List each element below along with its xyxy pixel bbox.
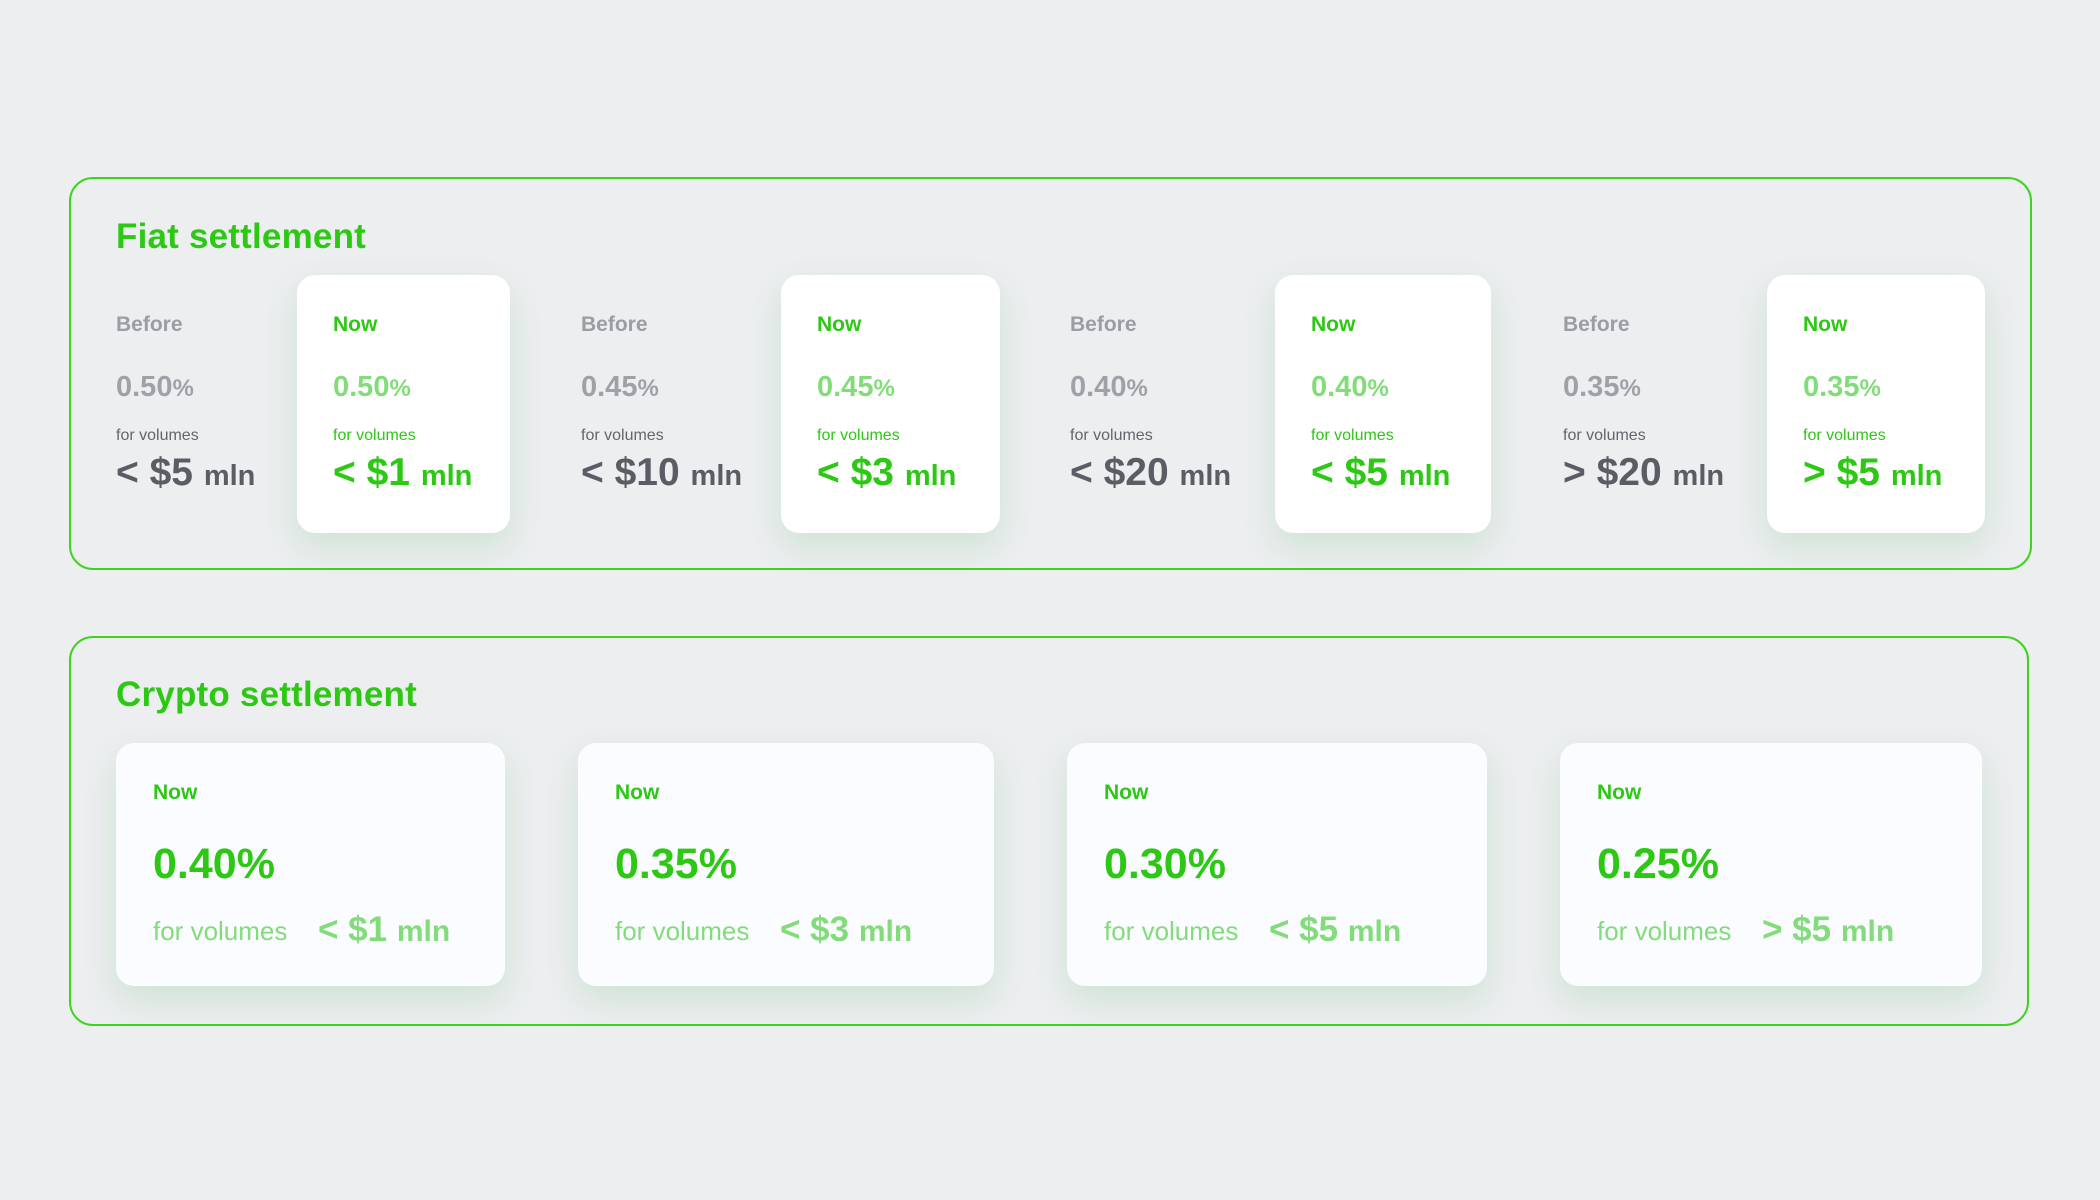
fiat-tier-2-before: Before 0.45% for volumes < $10 mln — [536, 275, 776, 533]
fiat-tier-3-before: Before 0.40% for volumes < $20 mln — [1025, 275, 1265, 533]
for-volumes-label: for volumes — [1104, 916, 1239, 946]
for-volumes-label: for volumes — [1803, 427, 1886, 444]
volume-threshold: > $5 mln — [1762, 910, 1895, 949]
fiat-tier-2-now-card: Now 0.45% for volumes < $3 mln — [781, 275, 1000, 533]
now-rate: 0.30% — [1104, 840, 1226, 888]
before-rate: 0.35% — [1563, 371, 1641, 403]
crypto-tier-4-card: Now 0.25% for volumes > $5 mln — [1560, 743, 1982, 986]
fiat-settlement-panel: Fiat settlement Before 0.50% for volumes… — [69, 177, 2032, 570]
before-volume-threshold: < $10 mln — [581, 451, 743, 494]
now-label: Now — [333, 313, 378, 336]
now-rate: 0.35% — [615, 840, 737, 888]
before-label: Before — [1563, 313, 1630, 336]
volume-threshold: < $1 mln — [318, 910, 451, 949]
now-label: Now — [1597, 781, 1642, 804]
now-rate: 0.25% — [1597, 840, 1719, 888]
before-volume-threshold: < $5 mln — [116, 451, 256, 494]
before-label: Before — [581, 313, 648, 336]
for-volumes-label: for volumes — [1563, 427, 1646, 444]
volume-threshold: < $3 mln — [780, 910, 913, 949]
now-volume-threshold: < $1 mln — [333, 451, 473, 494]
now-volume-threshold: < $5 mln — [1311, 451, 1451, 494]
fiat-settlement-title: Fiat settlement — [116, 217, 366, 256]
volume-threshold: < $5 mln — [1269, 910, 1402, 949]
crypto-tier-2-card: Now 0.35% for volumes < $3 mln — [578, 743, 994, 986]
now-label: Now — [1104, 781, 1149, 804]
crypto-tier-3-card: Now 0.30% for volumes < $5 mln — [1067, 743, 1487, 986]
before-label: Before — [116, 313, 183, 336]
for-volumes-label: for volumes — [615, 916, 750, 946]
now-label: Now — [817, 313, 862, 336]
before-label: Before — [1070, 313, 1137, 336]
now-rate: 0.45% — [817, 371, 895, 403]
now-rate: 0.40% — [153, 840, 275, 888]
fiat-tier-4-now-card: Now 0.35% for volumes > $5 mln — [1767, 275, 1985, 533]
now-rate: 0.35% — [1803, 371, 1881, 403]
now-label: Now — [1803, 313, 1848, 336]
before-volume-threshold: < $20 mln — [1070, 451, 1232, 494]
now-volume-threshold: > $5 mln — [1803, 451, 1943, 494]
before-volume-threshold: > $20 mln — [1563, 451, 1725, 494]
fiat-tier-4-before: Before 0.35% for volumes > $20 mln — [1518, 275, 1758, 533]
fiat-tier-1-now-card: Now 0.50% for volumes < $1 mln — [297, 275, 510, 533]
crypto-settlement-panel: Crypto settlement Now 0.40% for volumes … — [69, 636, 2029, 1026]
for-volumes-label: for volumes — [817, 427, 900, 444]
for-volumes-label: for volumes — [153, 916, 288, 946]
for-volumes-label: for volumes — [581, 427, 664, 444]
for-volumes-label: for volumes — [1311, 427, 1394, 444]
for-volumes-label: for volumes — [1597, 916, 1732, 946]
for-volumes-label: for volumes — [1070, 427, 1153, 444]
now-volume-threshold: < $3 mln — [817, 451, 957, 494]
before-rate: 0.40% — [1070, 371, 1148, 403]
for-volumes-label: for volumes — [333, 427, 416, 444]
now-label: Now — [153, 781, 198, 804]
for-volumes-label: for volumes — [116, 427, 199, 444]
fiat-tier-1-before: Before 0.50% for volumes < $5 mln — [71, 275, 255, 533]
now-label: Now — [1311, 313, 1356, 336]
fiat-tier-3-now-card: Now 0.40% for volumes < $5 mln — [1275, 275, 1491, 533]
now-label: Now — [615, 781, 660, 804]
now-rate: 0.40% — [1311, 371, 1389, 403]
now-rate: 0.50% — [333, 371, 411, 403]
crypto-settlement-title: Crypto settlement — [116, 675, 417, 714]
crypto-tier-1-card: Now 0.40% for volumes < $1 mln — [116, 743, 505, 986]
before-rate: 0.50% — [116, 371, 194, 403]
before-rate: 0.45% — [581, 371, 659, 403]
